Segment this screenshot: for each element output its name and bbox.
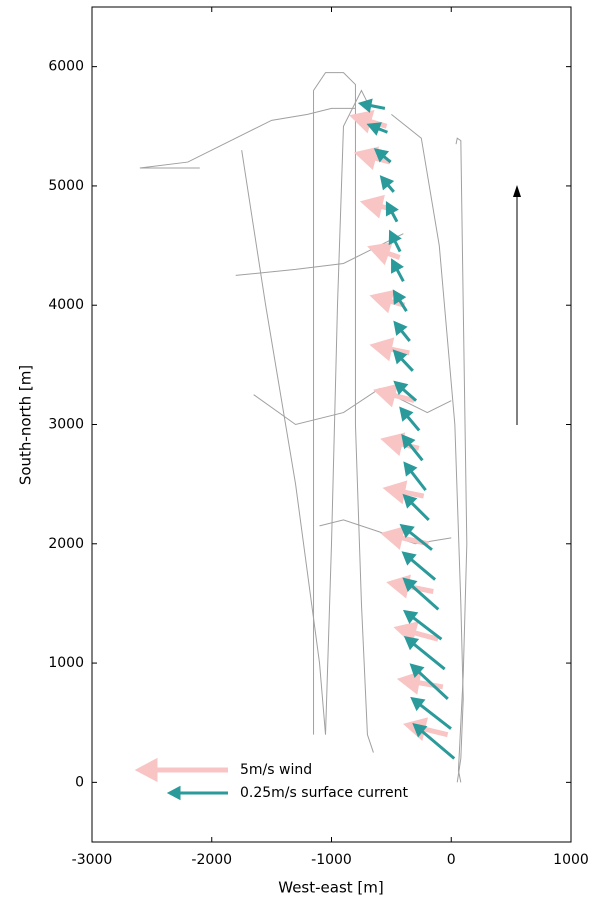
- y-tick-label: 0: [75, 774, 84, 790]
- vector-arrow: [391, 258, 405, 283]
- vector-arrow: [399, 406, 421, 432]
- ship-track: [325, 89, 368, 735]
- plot-area: [139, 72, 468, 783]
- vector-arrow: [373, 148, 392, 164]
- vector-arrow: [410, 696, 452, 730]
- x-tick-label: -1000: [311, 852, 352, 868]
- x-tick-label: -3000: [72, 852, 113, 868]
- vector-arrow: [379, 175, 395, 193]
- ship-track: [455, 137, 468, 783]
- vector-arrow: [392, 349, 414, 372]
- x-tick-label: -2000: [191, 852, 232, 868]
- y-tick-label: 2000: [48, 536, 84, 552]
- legend-label: 0.25m/s surface current: [240, 785, 408, 801]
- legend-label: 5m/s wind: [240, 762, 312, 778]
- vector-arrow: [402, 493, 430, 521]
- x-tick-label: 1000: [553, 852, 589, 868]
- y-tick-label: 6000: [48, 59, 84, 75]
- ship-track: [235, 233, 404, 276]
- vector-arrow: [382, 480, 425, 505]
- ship-track: [391, 113, 464, 783]
- vector-arrow: [385, 201, 399, 223]
- vector-arrow: [412, 723, 456, 760]
- vector-arrow: [388, 229, 402, 253]
- vector-arrow: [402, 577, 440, 611]
- vector-arrow: [357, 98, 386, 113]
- y-tick-label: 4000: [48, 297, 84, 313]
- vector-arrow: [401, 433, 424, 462]
- ship-track: [313, 72, 374, 753]
- vector-arrow: [399, 523, 433, 551]
- y-tick-label: 5000: [48, 178, 84, 194]
- vector-arrow: [367, 242, 401, 266]
- vector-arrow: [402, 609, 443, 641]
- vector-arrow: [366, 122, 388, 136]
- x-tick-label: 0: [447, 852, 456, 868]
- vector-arrow: [403, 636, 446, 671]
- vector-arrow: [373, 383, 415, 408]
- ship-track: [241, 150, 327, 735]
- reference-arrow-head: [513, 185, 521, 197]
- vector-arrow: [393, 380, 418, 402]
- vector-arrow: [392, 289, 408, 312]
- legend-arrow: [166, 785, 228, 801]
- vector-arrow: [369, 337, 410, 362]
- y-axis-label: South-north [m]: [17, 365, 35, 485]
- ship-track: [253, 388, 452, 426]
- vector-arrow: [409, 663, 449, 700]
- ship-track: [139, 107, 356, 169]
- vector-arrow: [393, 621, 439, 645]
- vector-arrow: [401, 551, 437, 581]
- vector-arrow: [403, 461, 427, 492]
- y-tick-label: 1000: [48, 655, 84, 671]
- plot-frame: [91, 6, 572, 843]
- legend-arrow: [134, 757, 228, 783]
- y-tick-label: 3000: [48, 417, 84, 433]
- vector-arrow: [393, 320, 411, 342]
- vector-arrow: [396, 670, 444, 695]
- x-axis-label: West-east [m]: [278, 879, 384, 897]
